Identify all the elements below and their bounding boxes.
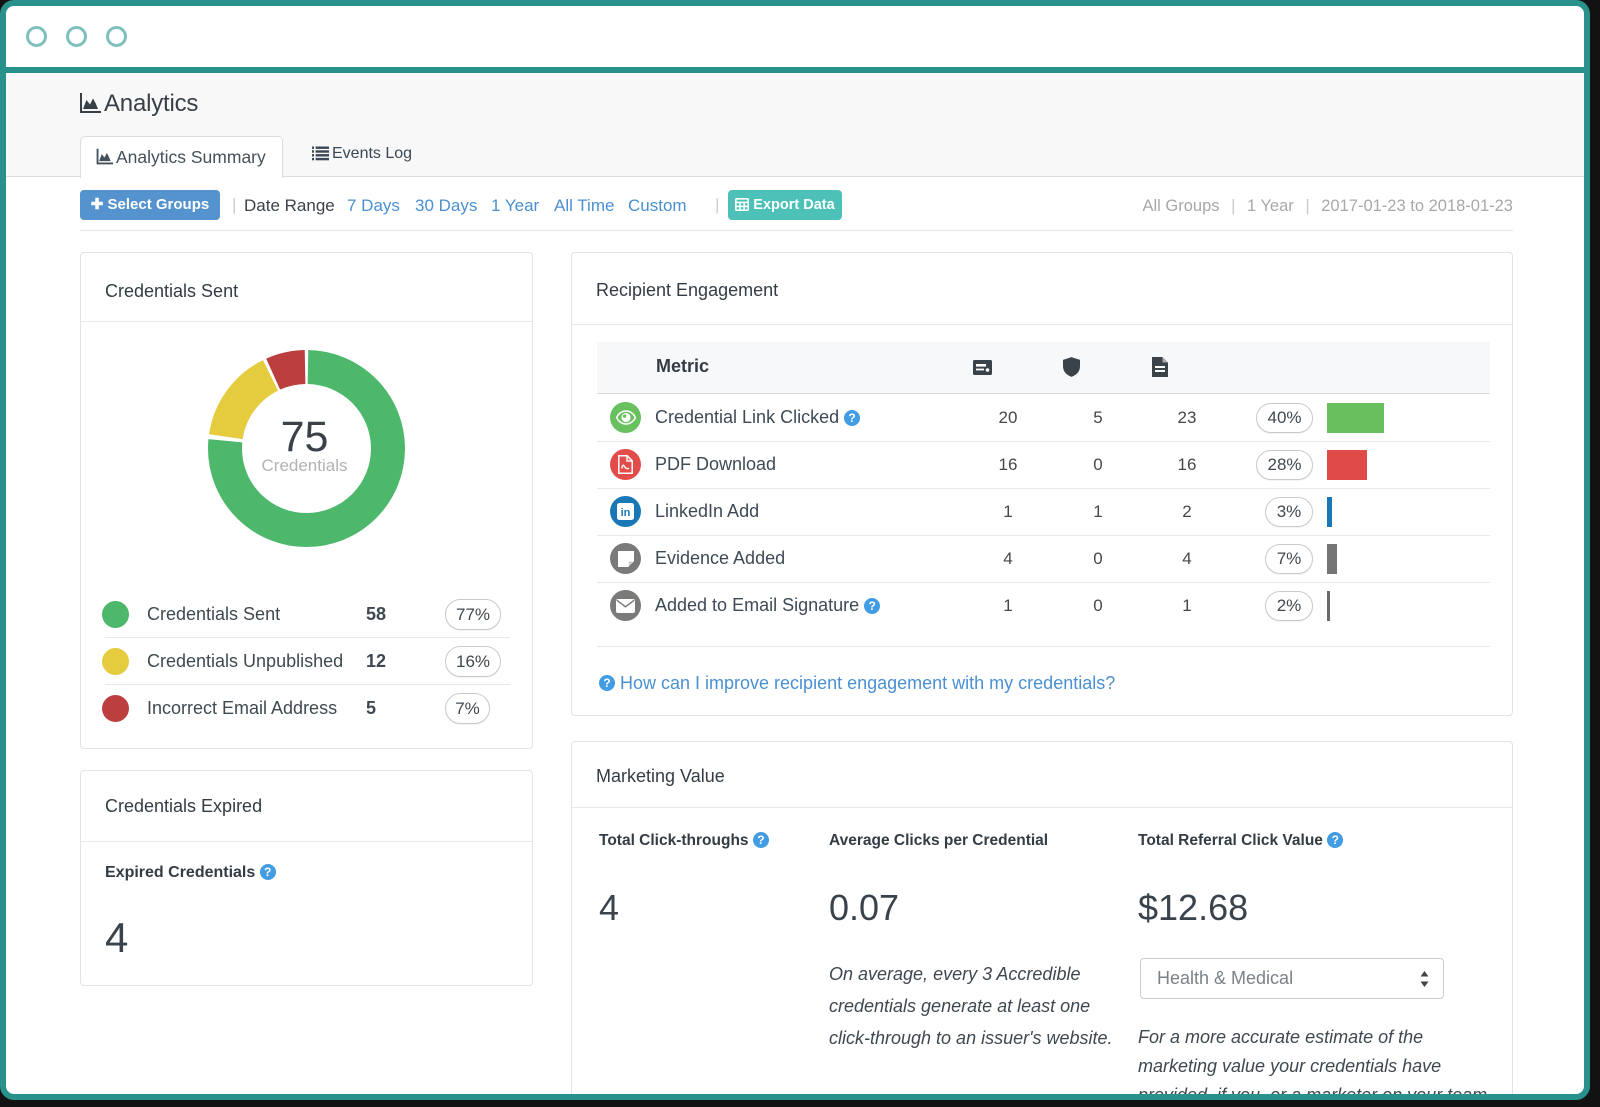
svg-text:in: in [621, 507, 631, 519]
